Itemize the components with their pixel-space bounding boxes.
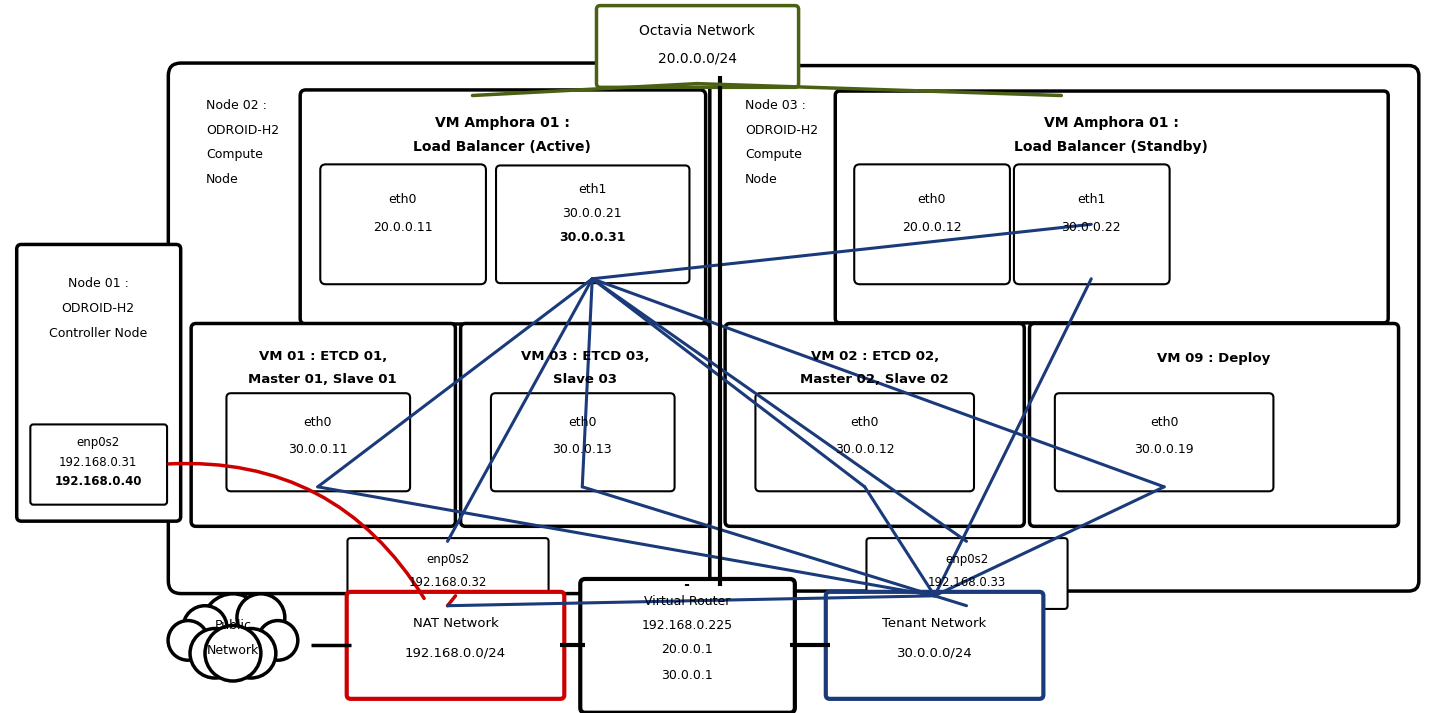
- Text: Node 02 :: Node 02 :: [207, 99, 267, 112]
- Text: 20.0.0.11: 20.0.0.11: [373, 221, 432, 234]
- Text: Load Balancer (Standby): Load Balancer (Standby): [1015, 140, 1208, 154]
- Text: VM 09 : Deploy: VM 09 : Deploy: [1158, 352, 1270, 364]
- FancyBboxPatch shape: [320, 165, 486, 284]
- FancyBboxPatch shape: [347, 592, 564, 699]
- Circle shape: [258, 620, 298, 660]
- Text: Compute: Compute: [745, 148, 802, 161]
- Text: ODROID-H2: ODROID-H2: [745, 123, 818, 137]
- Text: 192.168.0.225: 192.168.0.225: [641, 619, 733, 632]
- Text: 20.0.0.12: 20.0.0.12: [901, 221, 961, 234]
- Text: eth0: eth0: [568, 416, 597, 429]
- Text: Controller Node: Controller Node: [49, 327, 148, 340]
- Text: eth1: eth1: [578, 183, 607, 196]
- Text: 20.0.0.1: 20.0.0.1: [662, 643, 713, 656]
- FancyBboxPatch shape: [168, 63, 728, 594]
- Text: 30.0.0.11: 30.0.0.11: [288, 443, 347, 456]
- Text: Slave 03: Slave 03: [554, 374, 617, 386]
- FancyBboxPatch shape: [1015, 165, 1170, 284]
- Text: VM 01 : ETCD 01,: VM 01 : ETCD 01,: [258, 349, 387, 363]
- Text: Tenant Network: Tenant Network: [883, 617, 987, 630]
- Text: ODROID-H2: ODROID-H2: [207, 123, 280, 137]
- Text: 20.0.0.0/24: 20.0.0.0/24: [657, 52, 736, 66]
- Text: 30.0.0.0/24: 30.0.0.0/24: [897, 647, 973, 660]
- Text: Compute: Compute: [207, 148, 263, 161]
- FancyBboxPatch shape: [1029, 324, 1399, 526]
- Text: eth0: eth0: [389, 193, 416, 206]
- Text: VM Amphora 01 :: VM Amphora 01 :: [1043, 116, 1178, 130]
- Text: eth0: eth0: [1149, 416, 1178, 429]
- Text: 192.168.0.0/24: 192.168.0.0/24: [405, 647, 507, 660]
- Circle shape: [237, 594, 284, 642]
- Text: Octavia Network: Octavia Network: [639, 24, 755, 38]
- Circle shape: [189, 628, 240, 678]
- FancyBboxPatch shape: [1055, 393, 1273, 491]
- Text: 30.0.0.22: 30.0.0.22: [1062, 221, 1121, 234]
- Text: 30.0.0.13: 30.0.0.13: [552, 443, 613, 456]
- Text: 30.0.0.1: 30.0.0.1: [662, 669, 713, 682]
- Text: Load Balancer (Active): Load Balancer (Active): [413, 140, 591, 154]
- Text: 192.168.0.32: 192.168.0.32: [409, 576, 486, 590]
- Text: VM 02 : ETCD 02,: VM 02 : ETCD 02,: [811, 349, 938, 363]
- FancyBboxPatch shape: [597, 6, 799, 87]
- Text: 30.0.0.12: 30.0.0.12: [835, 443, 894, 456]
- Text: enp0s2: enp0s2: [76, 436, 121, 448]
- Text: Node: Node: [745, 173, 778, 186]
- FancyBboxPatch shape: [835, 91, 1388, 323]
- FancyBboxPatch shape: [227, 393, 410, 491]
- Circle shape: [225, 628, 276, 678]
- Text: Virtual Router: Virtual Router: [644, 595, 730, 608]
- FancyBboxPatch shape: [461, 324, 710, 526]
- FancyBboxPatch shape: [854, 165, 1010, 284]
- FancyBboxPatch shape: [867, 538, 1068, 609]
- FancyBboxPatch shape: [755, 393, 974, 491]
- Text: Node 03 :: Node 03 :: [745, 99, 806, 112]
- FancyBboxPatch shape: [17, 245, 181, 521]
- Text: enp0s2: enp0s2: [426, 553, 469, 565]
- FancyBboxPatch shape: [825, 592, 1043, 699]
- Text: eth1: eth1: [1078, 193, 1105, 206]
- FancyBboxPatch shape: [580, 579, 795, 713]
- FancyBboxPatch shape: [30, 424, 166, 505]
- FancyBboxPatch shape: [497, 165, 689, 283]
- Text: Node 01 :: Node 01 :: [67, 277, 129, 290]
- Text: 192.168.0.40: 192.168.0.40: [55, 476, 142, 488]
- Text: Master 01, Slave 01: Master 01, Slave 01: [248, 374, 397, 386]
- FancyBboxPatch shape: [191, 324, 455, 526]
- Text: VM 03 : ETCD 03,: VM 03 : ETCD 03,: [521, 349, 650, 363]
- Text: Master 02, Slave 02: Master 02, Slave 02: [801, 374, 949, 386]
- Circle shape: [168, 620, 208, 660]
- FancyBboxPatch shape: [300, 90, 706, 324]
- Text: eth0: eth0: [304, 416, 331, 429]
- FancyBboxPatch shape: [710, 66, 1419, 591]
- FancyBboxPatch shape: [491, 393, 674, 491]
- Circle shape: [184, 606, 227, 650]
- Text: 30.0.0.19: 30.0.0.19: [1134, 443, 1194, 456]
- Text: eth0: eth0: [917, 193, 946, 206]
- Text: 192.168.0.33: 192.168.0.33: [927, 576, 1006, 590]
- Text: Network: Network: [207, 644, 260, 657]
- Text: NAT Network: NAT Network: [413, 617, 498, 630]
- Text: Public: Public: [214, 619, 251, 632]
- Text: ODROID-H2: ODROID-H2: [62, 302, 135, 315]
- Text: VM Amphora 01 :: VM Amphora 01 :: [435, 116, 570, 130]
- Text: 192.168.0.31: 192.168.0.31: [59, 456, 138, 468]
- Text: Node: Node: [207, 173, 238, 186]
- Circle shape: [205, 625, 261, 681]
- Circle shape: [202, 594, 263, 653]
- Text: enp0s2: enp0s2: [944, 553, 989, 565]
- Text: 30.0.0.21: 30.0.0.21: [563, 207, 621, 220]
- FancyBboxPatch shape: [725, 324, 1025, 526]
- Text: eth0: eth0: [851, 416, 880, 429]
- Text: 30.0.0.31: 30.0.0.31: [560, 231, 626, 244]
- FancyBboxPatch shape: [347, 538, 548, 609]
